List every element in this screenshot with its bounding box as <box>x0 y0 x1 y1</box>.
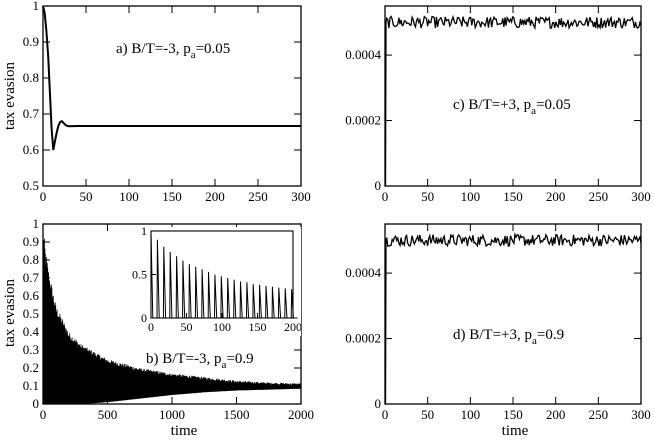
panel-a-data-line <box>42 5 301 151</box>
y-tick-label: 0.0002 <box>345 331 381 346</box>
x-tick-label: 0 <box>382 189 389 204</box>
y-tick-label: 0.6 <box>23 142 40 157</box>
panel-d: 0 50 100 150 200 250 300 0 0.0002 0.0004 d) B/T=+… <box>345 223 651 439</box>
panel-c-ticks: 0 50 100 150 200 250 300 0 0.0002 0.0004 <box>345 6 651 204</box>
panel-b-ylabel: tax evasion <box>2 279 18 347</box>
inset-y-tick-label: 0 <box>141 311 147 325</box>
x-tick-label: 150 <box>162 189 182 204</box>
panel-d-data-line <box>384 232 642 405</box>
inset-y-tick-label: 1 <box>141 224 147 238</box>
panel-a-ylabel: tax evasion <box>2 62 18 130</box>
series-line <box>384 14 642 187</box>
panel-b-inset-ticks: 0 50 100 150 200 0 0.5 1 <box>132 224 302 334</box>
x-tick-label: 50 <box>421 407 434 422</box>
panel-d-annotation: d) B/T=+3, pa=0.9 <box>453 327 564 347</box>
panel-c-frame <box>384 5 642 187</box>
x-tick-label: 100 <box>461 407 481 422</box>
x-tick-label: 2000 <box>288 407 314 422</box>
y-tick-label: 1 <box>33 0 40 13</box>
x-tick-label: 250 <box>248 189 268 204</box>
panel-a-ticks: 0 50 100 150 200 250 300 0.5 0.6 0.7 0.8 0.9 1 <box>23 0 311 204</box>
inset-x-tick-label: 50 <box>181 320 193 334</box>
y-tick-label: 0.5 <box>23 306 39 321</box>
x-tick-label: 0 <box>382 407 389 422</box>
x-tick-label: 1500 <box>224 407 250 422</box>
y-tick-label: 0 <box>33 396 40 411</box>
y-tick-label: 0.0002 <box>345 113 381 128</box>
x-tick-label: 50 <box>80 189 93 204</box>
inset-x-tick-label: 150 <box>249 320 267 334</box>
x-tick-label: 250 <box>589 407 609 422</box>
panel-b-ticks: 0 500 1000 1500 200000.10.20.30.40.50.60.70.… <box>23 216 314 422</box>
panel-b-xlabel: time <box>171 423 198 439</box>
x-tick-label: 100 <box>461 189 481 204</box>
x-tick-label: 200 <box>546 189 566 204</box>
panel-d-ticks: 0 50 100 150 200 250 300 0 0.0002 0.0004 <box>345 224 651 422</box>
panel-b-annotation: b) B/T=-3, pa=0.9 <box>146 351 254 371</box>
panel-b: 0 500 1000 1500 200000.10.20.30.40.50.60.70.… <box>2 216 314 439</box>
inset-x-tick-label: 200 <box>284 320 302 334</box>
x-tick-label: 0 <box>40 407 47 422</box>
y-tick-label: 0 <box>375 178 382 193</box>
x-tick-label: 0 <box>40 189 47 204</box>
x-tick-label: 100 <box>119 189 139 204</box>
series-line <box>42 230 302 405</box>
y-tick-label: 0.0004 <box>345 265 381 280</box>
y-tick-label: 0 <box>375 396 382 411</box>
x-tick-label: 200 <box>546 407 566 422</box>
y-tick-label: 0.7 <box>23 270 40 285</box>
x-tick-label: 50 <box>421 189 434 204</box>
x-tick-label: 300 <box>631 407 651 422</box>
y-tick-label: 0.4 <box>23 324 40 339</box>
x-tick-label: 300 <box>291 189 311 204</box>
panel-c-data-line <box>384 14 642 187</box>
panel-d-frame <box>384 223 642 405</box>
y-tick-label: 0.1 <box>23 378 39 393</box>
y-tick-label: 0.7 <box>23 106 40 121</box>
y-tick-label: 0.3 <box>23 342 39 357</box>
y-tick-label: 0.9 <box>23 234 39 249</box>
panel-d-xlabel: time <box>502 423 529 439</box>
x-tick-label: 250 <box>589 189 609 204</box>
inset-x-tick-label: 0 <box>148 320 154 334</box>
y-tick-label: 0.8 <box>23 70 39 85</box>
x-tick-label: 300 <box>631 189 651 204</box>
x-tick-label: 200 <box>205 189 225 204</box>
y-tick-label: 0.2 <box>23 360 39 375</box>
x-tick-label: 150 <box>503 407 523 422</box>
panel-a-annotation: a) B/T=-3, pa=0.05 <box>116 41 230 61</box>
panel-c: 0 50 100 150 200 250 300 0 0.0002 0.0004 c) B/T=+… <box>345 5 651 204</box>
y-tick-label: 0.0004 <box>345 47 381 62</box>
x-tick-label: 500 <box>98 407 118 422</box>
panel-a: 0 50 100 150 200 250 300 0.5 0.6 0.7 0.8 0.9 1 a) B/… <box>2 0 311 204</box>
y-tick-label: 0.8 <box>23 252 39 267</box>
inset-x-tick-label: 100 <box>213 320 231 334</box>
y-tick-label: 0.9 <box>23 34 39 49</box>
panel-b-inset: 0 50 100 150 200 0 0.5 1 <box>127 224 302 336</box>
y-tick-label: 1 <box>33 216 40 231</box>
y-tick-label: 0.6 <box>23 288 40 303</box>
panel-c-annotation: c) B/T=+3, pa=0.05 <box>453 97 571 117</box>
series-line <box>384 232 642 405</box>
y-tick-label: 0.5 <box>23 178 39 193</box>
panel-b-data-line <box>42 230 302 405</box>
x-tick-label: 1000 <box>159 407 185 422</box>
inset-y-tick-label: 0.5 <box>132 268 147 282</box>
panel-a-frame <box>42 5 302 187</box>
series-line <box>42 5 301 151</box>
x-tick-label: 150 <box>503 189 523 204</box>
